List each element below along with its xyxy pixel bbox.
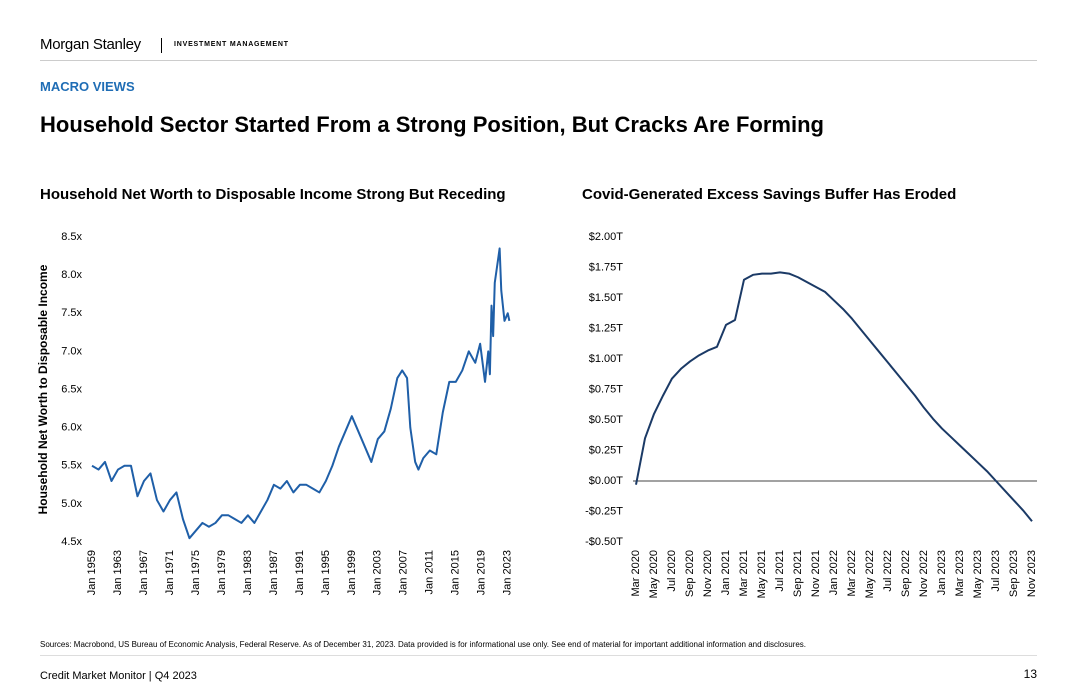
y-tick-label: 5.5x — [61, 460, 82, 472]
x-tick-label: Sep 2023 — [1008, 550, 1020, 597]
x-tick-label: Jan 2023 — [936, 550, 948, 595]
y-tick-label: $2.00T — [589, 231, 624, 243]
y-axis-label: Household Net Worth to Disposable Income — [36, 264, 50, 514]
x-tick-label: Nov 2022 — [918, 550, 930, 597]
y-tick-label: 4.5x — [61, 536, 82, 548]
x-tick-label: Jan 1995 — [320, 550, 332, 595]
x-tick-label: May 2023 — [972, 550, 984, 598]
y-tick-label: $1.25T — [589, 322, 624, 334]
x-tick-label: Nov 2021 — [810, 550, 822, 597]
y-tick-label: 7.5x — [61, 307, 82, 319]
x-tick-label: Jan 2011 — [424, 550, 436, 594]
x-tick-label: Mar 2022 — [846, 550, 858, 596]
x-tick-label: Sep 2020 — [684, 550, 696, 597]
brand: Morgan Stanley — [40, 36, 141, 53]
x-tick-label: Jan 1987 — [268, 550, 280, 595]
x-tick-label: Jan 1983 — [242, 550, 254, 595]
x-tick-label: Jul 2021 — [774, 550, 786, 592]
rule — [40, 655, 1037, 656]
y-tick-label: $0.75T — [589, 383, 624, 395]
x-tick-label: Sep 2021 — [792, 550, 804, 597]
x-tick-label: Jan 1975 — [190, 550, 202, 595]
x-tick-label: Jan 2021 — [720, 550, 732, 595]
page-title: Household Sector Started From a Strong P… — [40, 112, 824, 137]
x-tick-label: Jul 2023 — [990, 550, 1002, 592]
x-tick-label: Jul 2022 — [882, 550, 894, 592]
x-tick-label: Jan 1979 — [216, 550, 228, 595]
y-tick-label: 8.5x — [61, 231, 82, 243]
x-tick-label: Mar 2021 — [738, 550, 750, 596]
x-tick-label: Nov 2023 — [1026, 550, 1038, 597]
x-tick-label: Mar 2023 — [954, 550, 966, 596]
y-tick-label: 8.0x — [61, 269, 82, 281]
x-tick-label: Jan 1967 — [138, 550, 150, 595]
x-tick-label: Jan 1963 — [112, 550, 124, 595]
x-tick-label: Sep 2022 — [900, 550, 912, 597]
x-tick-label: Jan 1991 — [294, 550, 306, 595]
y-tick-label: 6.5x — [61, 383, 82, 395]
y-tick-label: $1.50T — [589, 292, 624, 304]
y-tick-label: 6.0x — [61, 422, 82, 434]
footer: Credit Market Monitor | Q4 2023 — [40, 670, 197, 682]
x-tick-label: Jan 1999 — [346, 550, 358, 595]
x-tick-label: May 2021 — [756, 550, 768, 598]
data-line — [91, 247, 511, 540]
x-tick-label: May 2022 — [864, 550, 876, 598]
x-tick-label: Jan 1959 — [86, 550, 98, 595]
division: INVESTMENT MANAGEMENT — [174, 41, 289, 48]
y-tick-label: $0.00T — [589, 475, 624, 487]
y-tick-label: $1.75T — [589, 261, 624, 273]
y-tick-label: -$0.25T — [585, 505, 623, 517]
y-tick-label: 7.0x — [61, 345, 82, 357]
y-tick-label: 5.0x — [61, 498, 82, 510]
y-tick-label: $1.00T — [589, 353, 624, 365]
x-tick-label: Jan 2003 — [372, 550, 384, 595]
divider — [161, 38, 162, 53]
y-tick-label: $0.25T — [589, 444, 624, 456]
page-number: 13 — [1023, 667, 1037, 681]
x-tick-label: Jan 2015 — [450, 550, 462, 595]
y-tick-label: $0.50T — [589, 414, 624, 426]
chart-title: Covid-Generated Excess Savings Buffer Ha… — [582, 186, 957, 203]
x-tick-label: Jul 2020 — [666, 550, 678, 592]
x-tick-label: Jan 2023 — [502, 550, 514, 595]
chart-title: Household Net Worth to Disposable Income… — [40, 186, 506, 203]
section: MACRO VIEWS — [40, 79, 135, 94]
x-tick-label: Jan 2022 — [828, 550, 840, 595]
rule — [40, 60, 1037, 61]
x-tick-label: Jan 1971 — [164, 550, 176, 595]
x-tick-label: May 2020 — [648, 550, 660, 598]
x-tick-label: Jan 2007 — [398, 550, 410, 595]
x-tick-label: Mar 2020 — [630, 550, 642, 596]
data-line — [635, 271, 1033, 522]
y-tick-label: -$0.50T — [585, 536, 623, 548]
sources: Sources: Macrobond, US Bureau of Economi… — [40, 640, 807, 649]
x-tick-label: Jan 2019 — [476, 550, 488, 595]
x-tick-label: Nov 2020 — [702, 550, 714, 597]
